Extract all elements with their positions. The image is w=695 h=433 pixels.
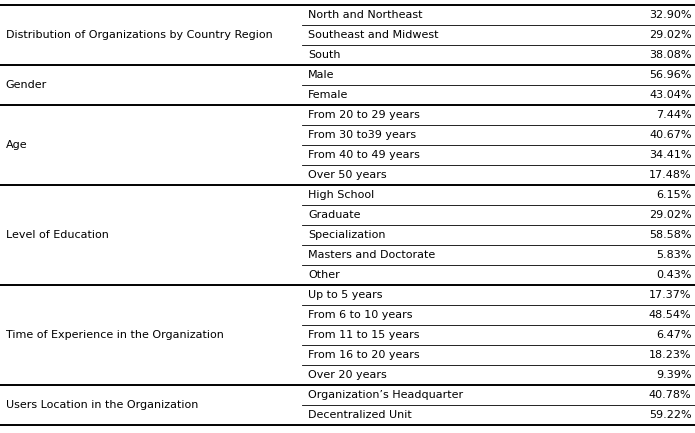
Text: From 16 to 20 years: From 16 to 20 years: [308, 350, 420, 360]
Text: Gender: Gender: [6, 80, 47, 90]
Text: Southeast and Midwest: Southeast and Midwest: [308, 30, 439, 40]
Text: Organization’s Headquarter: Organization’s Headquarter: [308, 390, 463, 400]
Text: 40.67%: 40.67%: [649, 130, 692, 140]
Text: From 30 to39 years: From 30 to39 years: [308, 130, 416, 140]
Text: Over 20 years: Over 20 years: [308, 370, 386, 380]
Text: 7.44%: 7.44%: [656, 110, 692, 120]
Text: South: South: [308, 50, 341, 60]
Text: From 20 to 29 years: From 20 to 29 years: [308, 110, 420, 120]
Text: 56.96%: 56.96%: [649, 70, 692, 80]
Text: 32.90%: 32.90%: [649, 10, 692, 20]
Text: High School: High School: [308, 190, 374, 200]
Text: Specialization: Specialization: [308, 230, 386, 240]
Text: From 11 to 15 years: From 11 to 15 years: [308, 330, 419, 340]
Text: From 40 to 49 years: From 40 to 49 years: [308, 150, 420, 160]
Text: 34.41%: 34.41%: [649, 150, 692, 160]
Text: 48.54%: 48.54%: [649, 310, 692, 320]
Text: 17.48%: 17.48%: [649, 170, 692, 180]
Text: Level of Education: Level of Education: [6, 230, 108, 240]
Text: 59.22%: 59.22%: [649, 410, 692, 420]
Text: 43.04%: 43.04%: [649, 90, 692, 100]
Text: 6.47%: 6.47%: [656, 330, 692, 340]
Text: Masters and Doctorate: Masters and Doctorate: [308, 250, 435, 260]
Text: Graduate: Graduate: [308, 210, 361, 220]
Text: 17.37%: 17.37%: [649, 290, 692, 300]
Text: 5.83%: 5.83%: [656, 250, 692, 260]
Text: From 6 to 10 years: From 6 to 10 years: [308, 310, 412, 320]
Text: Distribution of Organizations by Country Region: Distribution of Organizations by Country…: [6, 30, 272, 40]
Text: Over 50 years: Over 50 years: [308, 170, 386, 180]
Text: 58.58%: 58.58%: [649, 230, 692, 240]
Text: Age: Age: [6, 140, 27, 150]
Text: Female: Female: [308, 90, 348, 100]
Text: Time of Experience in the Organization: Time of Experience in the Organization: [6, 330, 223, 340]
Text: Male: Male: [308, 70, 334, 80]
Text: Other: Other: [308, 270, 340, 280]
Text: 29.02%: 29.02%: [649, 30, 692, 40]
Text: 0.43%: 0.43%: [656, 270, 692, 280]
Text: 38.08%: 38.08%: [649, 50, 692, 60]
Text: North and Northeast: North and Northeast: [308, 10, 423, 20]
Text: 6.15%: 6.15%: [656, 190, 692, 200]
Text: 18.23%: 18.23%: [649, 350, 692, 360]
Text: Decentralized Unit: Decentralized Unit: [308, 410, 411, 420]
Text: 29.02%: 29.02%: [649, 210, 692, 220]
Text: Up to 5 years: Up to 5 years: [308, 290, 382, 300]
Text: 40.78%: 40.78%: [649, 390, 692, 400]
Text: Users Location in the Organization: Users Location in the Organization: [6, 400, 198, 410]
Text: 9.39%: 9.39%: [656, 370, 692, 380]
